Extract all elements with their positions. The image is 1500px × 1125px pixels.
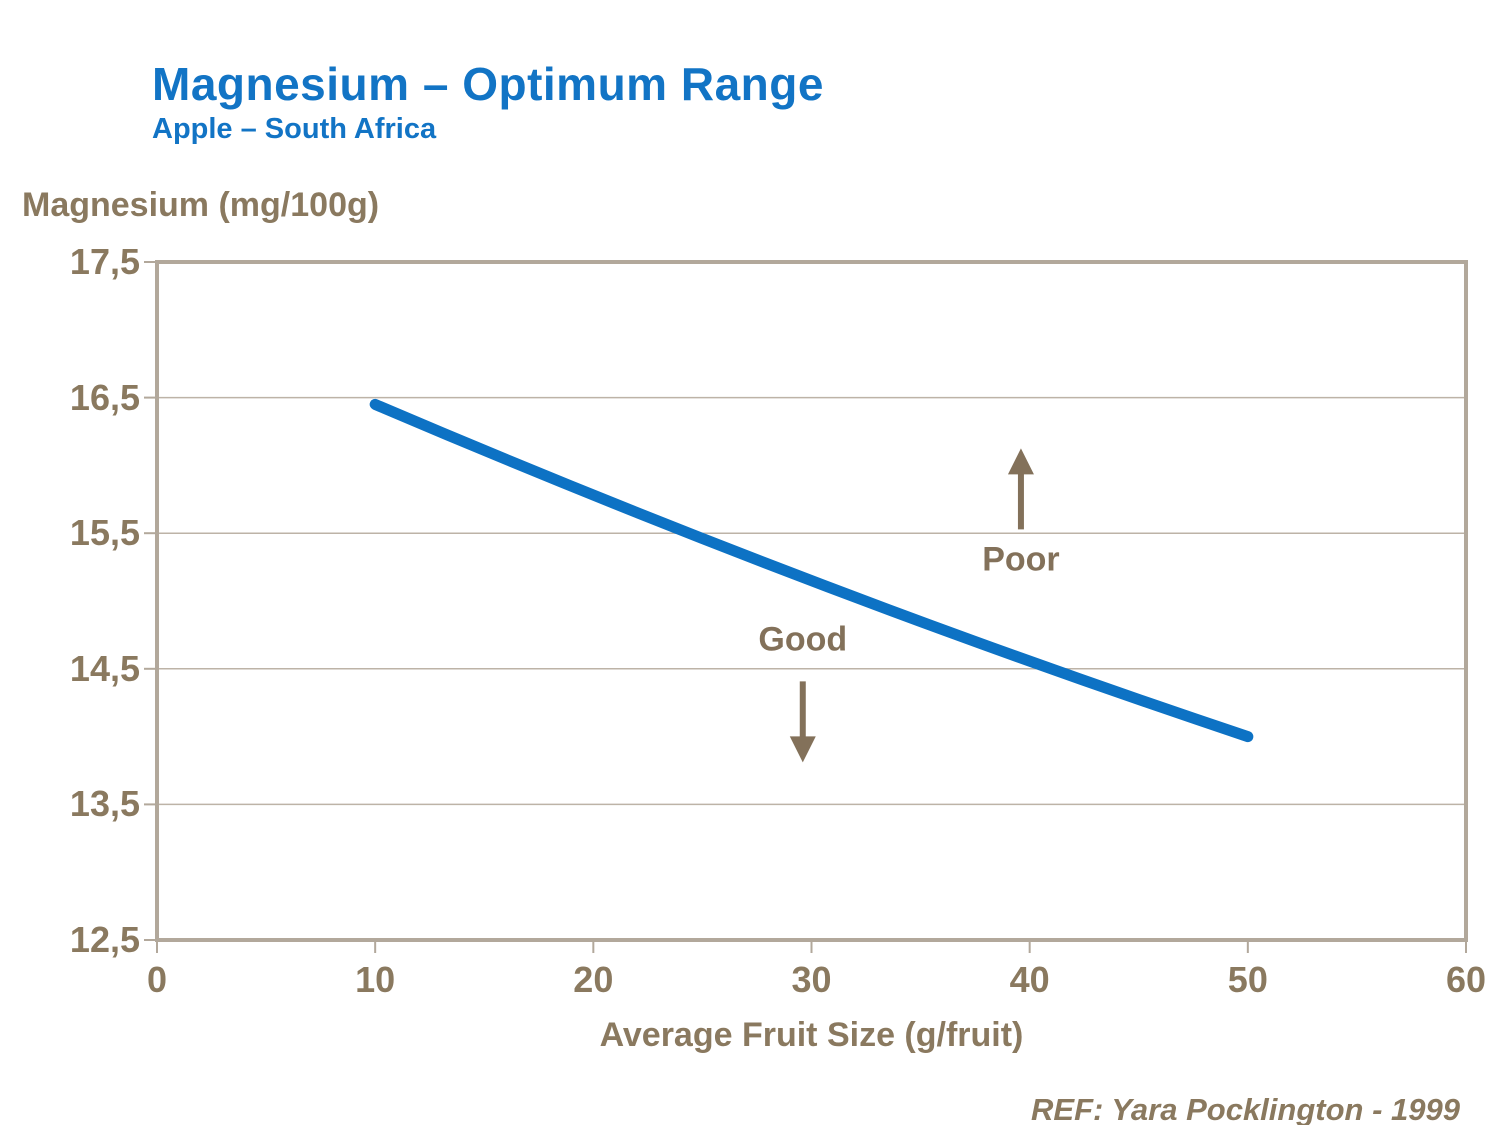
x-axis-title: Average Fruit Size (g/fruit) xyxy=(599,1016,1024,1054)
y-tick-label: 17,5 xyxy=(69,241,140,282)
page-title: Magnesium – Optimum Range xyxy=(152,58,824,110)
x-tick-label: 30 xyxy=(791,959,832,1000)
x-tick-label: 50 xyxy=(1227,959,1268,1000)
x-tick-label: 20 xyxy=(573,959,614,1000)
x-tick-label: 60 xyxy=(1445,959,1487,1000)
down-arrow-head-icon xyxy=(789,736,816,763)
y-tick-label: 13,5 xyxy=(69,783,140,825)
data-line xyxy=(369,398,1254,743)
y-tick-label: 14,5 xyxy=(69,647,140,689)
y-tick-label: 16,5 xyxy=(69,376,140,418)
y-axis-title: Magnesium (mg/100g) xyxy=(22,186,380,224)
annotation-poor: Poor xyxy=(982,540,1060,579)
reference-text: REF: Yara Pocklington - 1999 xyxy=(1031,1092,1460,1125)
page-subtitle: Apple – South Africa xyxy=(152,113,437,145)
y-tick-label: 15,5 xyxy=(69,512,140,554)
annotation-good: Good xyxy=(758,620,848,659)
x-tick-label: 40 xyxy=(1009,959,1050,1000)
y-tick-label: 12,5 xyxy=(69,919,140,960)
up-arrow-head-icon xyxy=(1007,448,1034,475)
plot-border xyxy=(155,260,1468,942)
x-tick-label: 0 xyxy=(146,959,168,1000)
x-tick-label: 10 xyxy=(355,959,396,1000)
